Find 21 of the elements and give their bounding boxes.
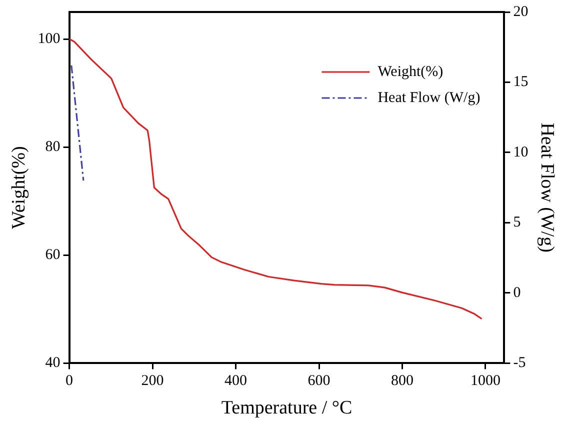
x-tick-label: 0 (66, 373, 74, 390)
y-tick-label: 40 (45, 355, 60, 372)
y-tick-label: 80 (45, 139, 60, 156)
y2-tick-label: 15 (513, 74, 528, 90)
y2-tick-label: 20 (513, 4, 528, 20)
y2-tick-label: -5 (513, 355, 526, 372)
y2-tick-label: 5 (513, 214, 521, 231)
y-tick-label: 60 (45, 247, 60, 264)
y2-tick-label: 0 (513, 284, 521, 301)
x-tick-label: 1000 (470, 373, 500, 390)
x-axis-title: Temperature / °C (221, 398, 352, 419)
legend-label: Heat Flow (W/g) (378, 90, 480, 106)
y2-tick-label: 10 (513, 144, 528, 160)
legend-label: Weight(%) (378, 64, 444, 80)
x-tick-label: 800 (390, 373, 414, 390)
x-tick-label: 400 (224, 373, 248, 390)
x-tick-label: 200 (141, 373, 164, 390)
y2-axis-title: Heat Flow (W/g) (536, 122, 558, 253)
y-axis-title: Weight(%) (8, 146, 30, 230)
x-tick-label: 600 (308, 373, 330, 390)
y-tick-label: 100 (38, 30, 60, 47)
